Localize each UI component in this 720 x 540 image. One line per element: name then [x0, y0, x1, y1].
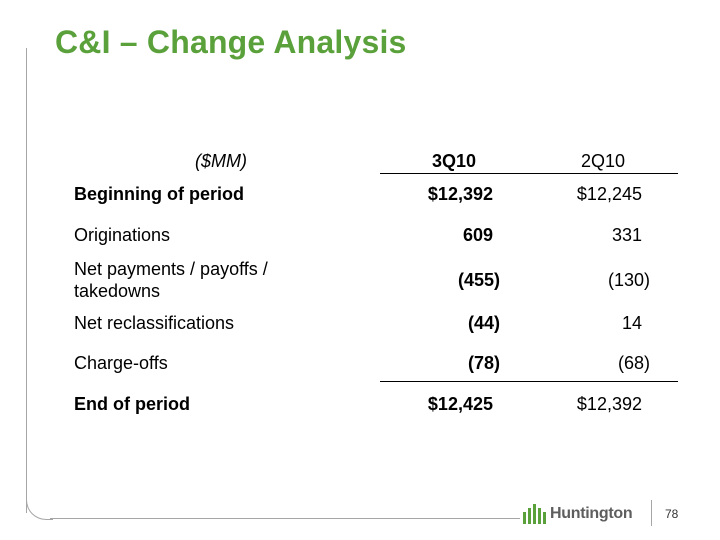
footer-separator — [651, 500, 652, 526]
row-label-net-payments-line2: takedowns — [74, 281, 161, 301]
column-header-3q10: 3Q10 — [432, 151, 477, 171]
row-label-originations: Originations — [74, 225, 171, 245]
value-2q10-net-reclassifications: 14 — [621, 313, 642, 333]
huntington-mark-icon — [523, 504, 546, 524]
row-label-net-reclassifications: Net reclassifications — [74, 313, 235, 333]
header-rule — [380, 173, 678, 174]
value-3q10-end: $12,425 — [427, 394, 493, 414]
value-3q10-charge-offs: (78) — [467, 353, 500, 373]
frame-line-vertical — [26, 48, 27, 513]
value-3q10-net-payments: (455) — [457, 270, 500, 290]
units-header: ($MM) — [195, 151, 247, 171]
logo-text: Huntington — [550, 505, 633, 522]
value-2q10-charge-offs: (68) — [617, 353, 650, 373]
value-2q10-beginning: $12,245 — [576, 184, 642, 204]
value-2q10-end: $12,392 — [576, 394, 642, 414]
column-header-2q10: 2Q10 — [581, 151, 626, 171]
row-label-net-payments-line1: Net payments / payoffs / — [74, 259, 268, 279]
value-3q10-originations: 609 — [462, 225, 493, 245]
frame-line-horizontal — [50, 518, 520, 519]
page-number: 78 — [665, 507, 679, 521]
value-2q10-originations: 331 — [611, 225, 642, 245]
slide-title: C&I – Change Analysis — [55, 24, 407, 60]
value-3q10-net-reclassifications: (44) — [467, 313, 500, 333]
row-label-charge-offs: Charge-offs — [74, 353, 168, 373]
huntington-logo: Huntington — [523, 502, 633, 526]
row-label-beginning: Beginning of period — [74, 184, 244, 204]
value-3q10-beginning: $12,392 — [427, 184, 493, 204]
row-label-end: End of period — [74, 394, 190, 414]
frame-corner — [26, 493, 53, 520]
total-rule — [380, 381, 678, 382]
value-2q10-net-payments: (130) — [607, 270, 650, 290]
